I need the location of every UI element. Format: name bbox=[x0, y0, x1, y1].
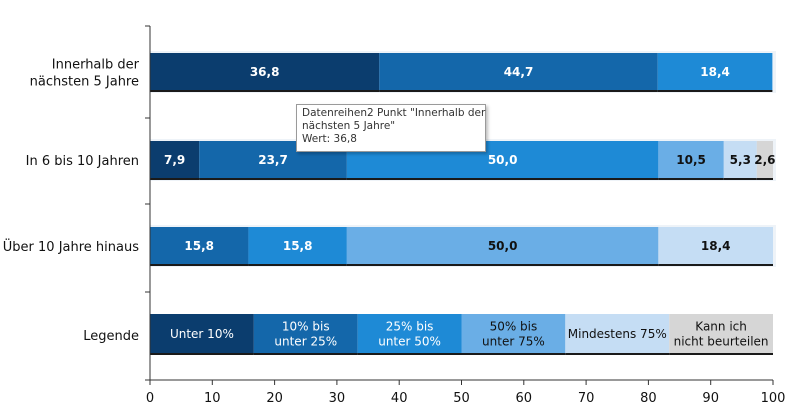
value-label: 36,8 bbox=[250, 65, 280, 79]
x-tick-label: 30 bbox=[329, 391, 346, 406]
legend-label: unter 50% bbox=[378, 335, 441, 349]
value-label: 44,7 bbox=[504, 65, 534, 79]
bar-segment[interactable] bbox=[150, 227, 249, 265]
value-label: 50,0 bbox=[488, 239, 518, 253]
category-label: In 6 bis 10 Jahren bbox=[26, 154, 139, 169]
legend-swatch bbox=[461, 314, 566, 354]
x-tick-label: 50 bbox=[453, 391, 470, 406]
x-tick-label: 0 bbox=[146, 391, 154, 406]
bar-segment[interactable] bbox=[150, 141, 200, 179]
x-tick-label: 70 bbox=[578, 391, 595, 406]
tooltip: Datenreihen2 Punkt "Innerhalb der nächst… bbox=[296, 104, 486, 152]
x-tick-label: 60 bbox=[516, 391, 533, 406]
value-label: 5,3 bbox=[730, 153, 751, 167]
x-tick-label: 20 bbox=[266, 391, 283, 406]
value-label: 23,7 bbox=[258, 153, 288, 167]
x-tick-label: 80 bbox=[640, 391, 657, 406]
tooltip-line-1: Datenreihen2 Punkt "Innerhalb der bbox=[302, 107, 486, 119]
x-tick-label: 100 bbox=[761, 391, 786, 406]
tooltip-line-2: nächsten 5 Jahre" bbox=[302, 120, 396, 132]
value-label: 10,5 bbox=[676, 153, 706, 167]
legend-swatch bbox=[669, 314, 773, 354]
category-label: Innerhalb der bbox=[52, 58, 140, 73]
bar-segment[interactable] bbox=[150, 53, 380, 91]
bar-segment[interactable] bbox=[723, 141, 757, 179]
legend-label: unter 25% bbox=[274, 335, 337, 349]
x-tick-label: 40 bbox=[391, 391, 408, 406]
legend-swatch bbox=[565, 314, 670, 354]
value-label: 15,8 bbox=[184, 239, 214, 253]
legend-label: Unter 10% bbox=[170, 327, 234, 341]
legend-label: 25% bis bbox=[386, 320, 434, 334]
legend-label: 10% bis bbox=[282, 320, 330, 334]
legend-label: nicht beurteilen bbox=[674, 335, 769, 349]
bar-segment[interactable] bbox=[346, 227, 659, 265]
value-label: 15,8 bbox=[283, 239, 313, 253]
bar-segment[interactable] bbox=[658, 227, 773, 265]
legend-title: Legende bbox=[83, 329, 139, 344]
value-label: 2,6 bbox=[754, 153, 775, 167]
value-label: 18,4 bbox=[700, 65, 730, 79]
legend-label: Mindestens 75% bbox=[568, 327, 667, 341]
tooltip-line-3: Wert: 36,8 bbox=[302, 133, 357, 145]
x-tick-label: 10 bbox=[204, 391, 221, 406]
value-label: 18,4 bbox=[701, 239, 731, 253]
legend-swatch bbox=[253, 314, 358, 354]
legend-swatch bbox=[357, 314, 462, 354]
bar-segment[interactable] bbox=[658, 141, 724, 179]
bar-segment[interactable] bbox=[756, 141, 773, 179]
value-label: 7,9 bbox=[164, 153, 185, 167]
value-label: 50,0 bbox=[488, 153, 518, 167]
category-labels: Innerhalb der nächsten 5 Jahre In 6 bis 10… bbox=[3, 58, 140, 256]
bar-segment[interactable] bbox=[379, 53, 658, 91]
legend-swatch bbox=[150, 314, 254, 354]
bar-segment[interactable] bbox=[657, 53, 773, 91]
category-label: nächsten 5 Jahre bbox=[30, 75, 139, 90]
x-axis: 0 10 20 30 40 50 60 70 80 90 100 bbox=[145, 25, 786, 406]
legend-label: 50% bis bbox=[490, 320, 538, 334]
category-label: Über 10 Jahre hinaus bbox=[3, 238, 139, 255]
bars-layer: 36,8 44,7 18,4 7,9 23,7 50,0 10,5 5,3 2,6 15,8 15,… bbox=[150, 51, 776, 267]
legend-label: unter 75% bbox=[482, 335, 545, 349]
x-tick-label: 90 bbox=[702, 391, 719, 406]
bar-segment[interactable] bbox=[248, 227, 347, 265]
legend-label: Kann ich bbox=[695, 320, 747, 334]
